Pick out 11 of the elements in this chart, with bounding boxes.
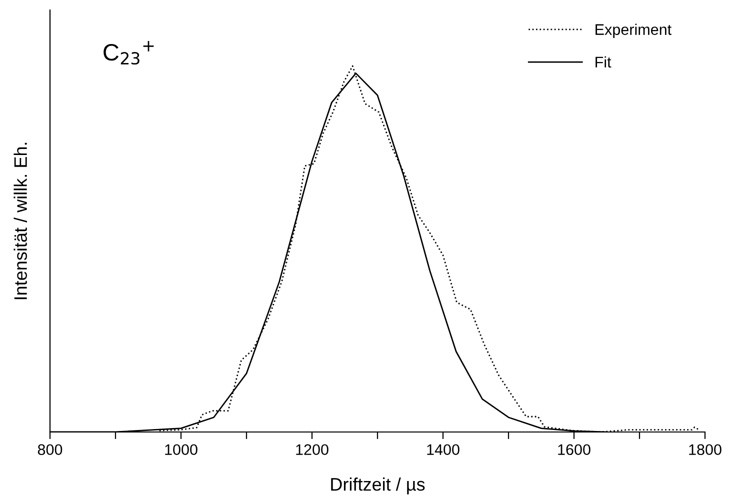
- x-tick-label: 1000: [165, 444, 198, 456]
- legend-label: Experiment: [596, 24, 672, 38]
- legend-label: Fit: [596, 56, 612, 68]
- x-tick-label: 1400: [427, 444, 460, 456]
- text: C$_{23}$$^{+}$: [104, 41, 154, 65]
- x-tick-label: 1600: [558, 444, 590, 456]
- x-tick-label: 1800: [689, 444, 722, 456]
- y-axis-title: Intensität / willk. Eh.: [14, 142, 27, 300]
- x-tick-label: 1200: [296, 444, 328, 456]
- x-axis-title: Driftzeit / µs: [331, 477, 425, 494]
- x-tick-label: 800: [38, 444, 62, 456]
